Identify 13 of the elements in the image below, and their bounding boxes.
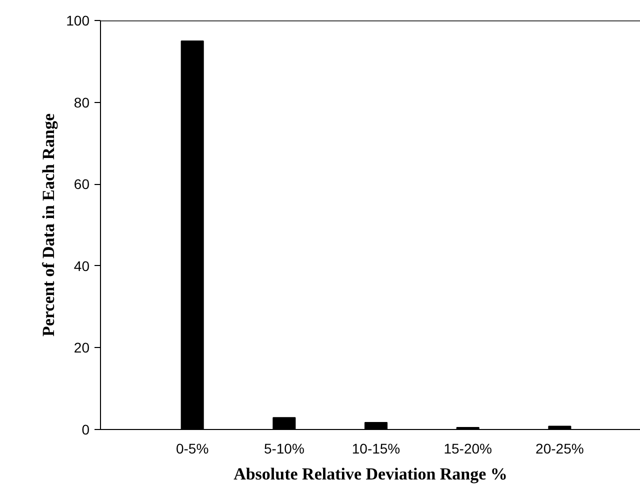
x-tick-label: 0-5% bbox=[176, 440, 209, 456]
x-axis-title: Absolute Relative Deviation Range % bbox=[234, 464, 508, 484]
x-tick-label: 15-20% bbox=[444, 440, 492, 456]
y-tick-label: 100 bbox=[66, 12, 90, 28]
x-tick-label: 20-25% bbox=[536, 440, 584, 456]
y-tick-label: 20 bbox=[74, 340, 90, 356]
x-tick-label: 10-15% bbox=[352, 440, 400, 456]
y-tick-label: 60 bbox=[74, 176, 90, 192]
x-tick-label: 5-10% bbox=[264, 440, 304, 456]
y-tick-label: 0 bbox=[82, 422, 90, 438]
y-tick-label: 80 bbox=[74, 94, 90, 110]
y-axis-title: Percent of Data in Each Range bbox=[39, 113, 58, 337]
y-tick-label: 40 bbox=[74, 258, 90, 274]
